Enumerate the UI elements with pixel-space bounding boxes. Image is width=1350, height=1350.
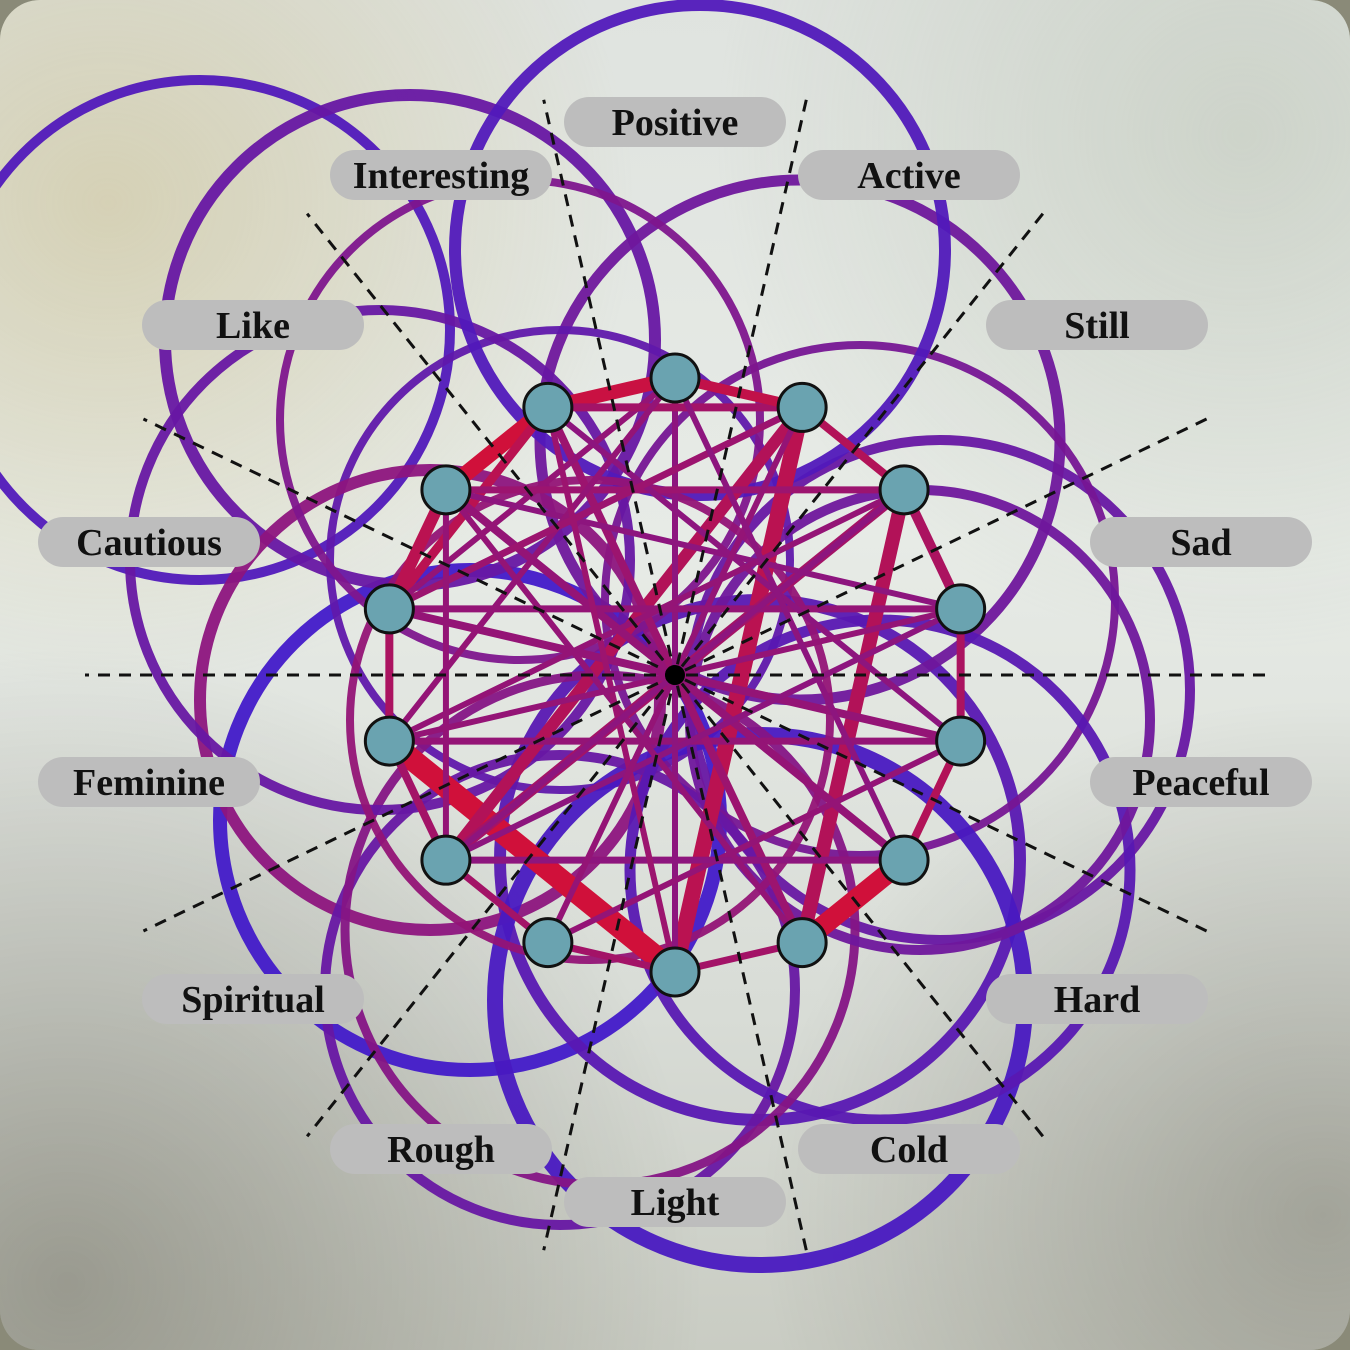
- center-hub: [665, 665, 685, 685]
- node: [363, 583, 415, 635]
- node: [776, 917, 828, 969]
- loop-edge: [449, 0, 951, 501]
- axis-label-pill: Still: [986, 300, 1208, 350]
- axis-label-text: Interesting: [353, 155, 530, 197]
- node: [522, 381, 574, 433]
- node: [649, 946, 701, 998]
- chord-edge: [386, 375, 678, 745]
- axis-label-pill: Interesting: [330, 150, 552, 200]
- label-pill-background: [330, 150, 552, 200]
- axis-label-text: Peaceful: [1132, 762, 1269, 804]
- axis-label-text: Spiritual: [181, 979, 325, 1021]
- node: [878, 834, 930, 886]
- axis-label-pill: Hard: [986, 974, 1208, 1024]
- axis-label-pill: Cold: [798, 1124, 1020, 1174]
- axis-label-pill: Cautious: [38, 517, 260, 567]
- axis-label-pill: Sad: [1090, 517, 1312, 567]
- node: [878, 464, 930, 516]
- node: [420, 464, 472, 516]
- axis-label-text: Active: [857, 155, 960, 197]
- axis-label-pill: Feminine: [38, 757, 260, 807]
- loop-edge: [346, 476, 834, 964]
- axis-label-text: Rough: [387, 1129, 495, 1171]
- label-pill-background: [564, 1177, 786, 1227]
- chord-edge: [386, 375, 678, 612]
- axis-label-pill: Positive: [564, 97, 786, 147]
- label-pill-background: [38, 517, 260, 567]
- chord-edge: [544, 404, 964, 745]
- axis-lines: [85, 99, 1265, 1251]
- node: [522, 917, 574, 969]
- chord-edge: [442, 486, 964, 612]
- axis-label-text: Like: [216, 305, 290, 347]
- label-pill-background: [38, 757, 260, 807]
- axis-label-text: Still: [1064, 305, 1129, 347]
- axis-label-text: Positive: [612, 102, 739, 144]
- node: [776, 381, 828, 433]
- axis-label-text: Hard: [1054, 979, 1141, 1021]
- label-pill-background: [1090, 757, 1312, 807]
- axis-labels: Positive Active Still Sad Peaceful Hard Cold Li…: [38, 97, 1312, 1227]
- chord-edge: [442, 605, 964, 864]
- label-pill-background: [986, 300, 1208, 350]
- node: [935, 583, 987, 635]
- label-pill-background: [1090, 517, 1312, 567]
- axis-label-text: Cautious: [76, 522, 222, 564]
- axis-label-pill: Light: [564, 1177, 786, 1227]
- loop-edge: [0, 75, 455, 585]
- axis-label-text: Feminine: [73, 762, 225, 804]
- label-pill-background: [798, 150, 1020, 200]
- label-pill-background: [142, 300, 364, 350]
- label-pill-background: [142, 974, 364, 1024]
- axis-label-pill: Rough: [330, 1124, 552, 1174]
- node: [420, 834, 472, 886]
- node: [935, 715, 987, 767]
- axis-label-pill: Like: [142, 300, 364, 350]
- axis-label-pill: Active: [798, 150, 1020, 200]
- axis-label-pill: Peaceful: [1090, 757, 1312, 807]
- nodes: [363, 352, 987, 998]
- label-pill-background: [986, 974, 1208, 1024]
- axis-label-text: Light: [631, 1182, 720, 1224]
- chord-edge: [378, 730, 686, 983]
- loop-edge: [326, 326, 794, 794]
- axis-label-text: Cold: [870, 1129, 948, 1171]
- node: [649, 352, 701, 404]
- label-pill-background: [564, 97, 786, 147]
- label-pill-background: [798, 1124, 1020, 1174]
- chord-edge: [544, 738, 964, 946]
- label-pill-background: [330, 1124, 552, 1174]
- chord-edge: [385, 403, 806, 613]
- axis-label-text: Sad: [1170, 522, 1231, 564]
- axis-label-pill: Spiritual: [142, 974, 364, 1024]
- node: [363, 715, 415, 767]
- chord-edge: [386, 486, 908, 745]
